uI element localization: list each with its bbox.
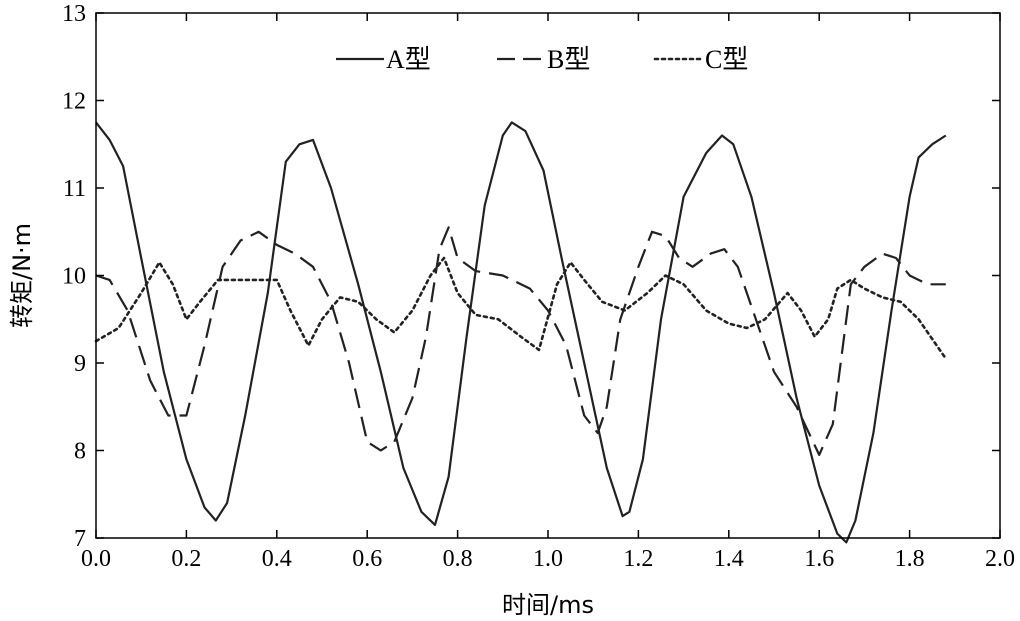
series-line-2: [95, 226, 946, 456]
y-tick-label: 11: [63, 176, 86, 202]
legend-label: C型: [705, 45, 748, 74]
legend-label: A型: [386, 45, 431, 74]
series-line-1: [95, 121, 947, 544]
x-tick-label: 0.0: [81, 546, 111, 572]
x-tick-label: 1.8: [895, 546, 925, 572]
legend-label: B型: [547, 45, 590, 74]
x-tick-label: 1.6: [804, 546, 834, 572]
x-tick-label: 1.2: [623, 546, 653, 572]
y-axis-title: 转矩/N·m: [8, 223, 36, 328]
x-tick-label: 1.4: [714, 546, 744, 572]
ticks-layer: 0.0 0.2 0.4 0.6 0.8 1.0 1.2 1.4 1.6 1.8 2.0 7 8 9 10 11…: [62, 1, 1015, 572]
y-tick-label: 10: [62, 264, 86, 290]
y-tick-label: 8: [74, 439, 86, 465]
series-line-3: [94, 256, 948, 360]
x-tick-label: 0.2: [171, 546, 201, 572]
x-tick-label: 0.4: [262, 546, 292, 572]
x-tick-label: 0.8: [443, 546, 473, 572]
y-tick-label: 12: [62, 89, 86, 115]
plot-area-frame: [95, 12, 1001, 539]
y-tick-label: 7: [74, 526, 86, 552]
x-tick-label: 1.0: [533, 546, 563, 572]
x-tick-label: 2.0: [985, 546, 1015, 572]
y-tick-label: 13: [62, 1, 86, 27]
y-tick-label: 9: [74, 351, 86, 377]
series-layer: [94, 121, 948, 544]
x-tick-label: 0.6: [352, 546, 382, 572]
legend: A型 B型 C型: [336, 45, 748, 74]
x-axis-title: 时间/ms: [502, 591, 594, 619]
